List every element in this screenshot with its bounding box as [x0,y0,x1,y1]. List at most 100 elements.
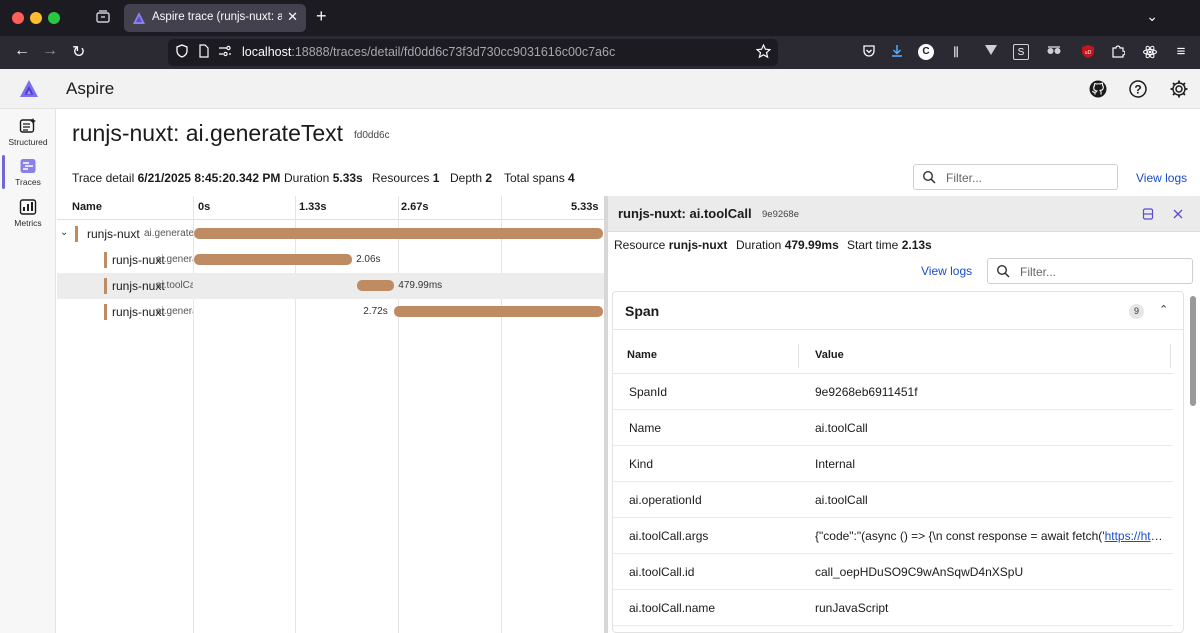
sidebar-item-metrics[interactable]: Metrics [0,194,56,234]
property-row[interactable]: Name ai.toolCall [613,410,1173,446]
properties-table-header: Name Value [613,338,1173,374]
bookmark-star-icon[interactable] [756,44,771,59]
extension-v-icon[interactable] [983,44,999,60]
window-minimize-button[interactable] [30,12,42,24]
resource-value: runjs-nuxt [668,238,728,252]
span-duration-label: Duration [736,238,782,252]
help-icon[interactable]: ? [1128,79,1148,99]
span-duration-label: 479.99ms [398,280,443,291]
total-spans-summary: Total spans 4 [504,171,575,185]
filter-placeholder: Filter... [1020,265,1057,279]
property-value-link[interactable]: https://httpbin.org/ [1104,529,1165,543]
duration-value: 5.33s [332,171,363,185]
span-duration-bar[interactable] [394,306,603,317]
page-info-icon[interactable] [198,44,210,58]
metrics-icon [19,199,37,215]
collapse-chevron-icon[interactable]: ⌃ [1159,304,1169,316]
scrollbar-thumb[interactable] [1190,296,1196,406]
download-icon[interactable] [889,44,905,60]
span-detail-title: runjs-nuxt: ai.toolCall [618,206,752,221]
span-row[interactable]: ⌄ runjs-nuxt ai.generateText [57,221,605,247]
view-logs-link[interactable]: View logs [1136,171,1188,185]
span-section-header[interactable]: Span 9 ⌃ [613,292,1183,330]
expand-chevron-icon[interactable]: ⌄ [60,227,69,238]
react-devtools-icon[interactable] [1142,44,1158,60]
span-duration-label: 2.06s [356,254,381,265]
forward-arrow-icon[interactable]: → [42,42,58,59]
property-row[interactable]: ai.operationId ai.toolCall [613,482,1173,518]
span-duration-bar[interactable] [357,280,395,291]
span-service-name: runjs-nuxt [87,227,140,241]
span-operation-name: ai.toolCall [156,280,193,291]
column-separator [1170,344,1171,368]
aspire-logo-icon[interactable] [19,79,39,99]
property-value: call_oepHDuSO9C9wAnSqwD4nXSpU [815,565,1024,579]
resource-color-indicator [104,252,107,268]
property-name: SpanId [629,385,668,399]
tick-label: 1.33s [299,201,327,213]
toggle-layout-icon[interactable] [1142,208,1154,220]
structured-logs-icon [19,118,36,133]
close-icon[interactable] [1172,208,1184,220]
span-duration-bar[interactable] [194,254,353,265]
reload-icon[interactable]: ↻ [72,44,86,61]
extension-bars-icon[interactable]: ⫼ [953,45,959,59]
menu-hamburger-icon[interactable]: ≡ [1176,43,1186,60]
tab-list-chevron-icon[interactable]: ⌄ [1146,8,1158,24]
new-tab-icon[interactable]: + [316,6,327,26]
property-count-badge: 9 [1129,304,1144,319]
span-service-name: runjs-nuxt [112,253,165,267]
property-name: ai.toolCall.name [629,601,716,615]
sidebar-item-traces[interactable]: Traces [0,153,56,193]
panel-splitter[interactable] [604,196,608,633]
trace-filter-input[interactable]: Filter... [913,164,1118,190]
property-row[interactable]: SpanId 9e9268eb6911451f [613,374,1173,410]
page-title: runjs-nuxt: ai.generateText [72,120,344,146]
app-name[interactable]: Aspire [66,79,115,98]
url-text: localhost:18888/traces/detail/fd0dd6c73f… [242,45,615,59]
active-browser-tab[interactable]: Aspire trace (runjs-nuxt: ai.generateTex… [124,4,306,32]
sidebar-item-structured[interactable]: Structured [0,113,56,153]
address-bar[interactable]: localhost:18888/traces/detail/fd0dd6c73f… [168,39,778,66]
trace-detail-value: 6/21/2025 8:45:20.342 PM [137,171,281,185]
window-close-button[interactable] [12,12,24,24]
extensions-puzzle-icon[interactable] [1110,44,1126,60]
span-duration-bar[interactable] [194,228,603,239]
property-row[interactable]: ai.toolCall.args {"code":"(async () => {\… [613,518,1173,554]
extension-s-icon[interactable]: S [1013,44,1029,60]
tab-overview-icon[interactable] [94,9,112,27]
property-value: runJavaScript [815,601,889,615]
github-icon[interactable] [1088,79,1108,99]
total-spans-label: Total spans [504,171,565,185]
tick-label: 0s [198,201,211,213]
span-filter-input[interactable]: Filter... [987,258,1193,284]
extension-c-icon[interactable]: C [918,44,934,60]
extension-glasses-icon[interactable] [1046,44,1062,60]
property-row[interactable]: Kind Internal [613,446,1173,482]
span-service-name: runjs-nuxt [112,305,165,319]
search-icon [922,170,936,184]
property-value: ai.toolCall [815,493,868,507]
span-view-logs-link[interactable]: View logs [921,264,973,278]
start-time-meta: Start time 2.13s [847,238,932,252]
name-column-header[interactable]: Name [72,201,102,213]
window-maximize-button[interactable] [48,12,60,24]
property-row[interactable]: ai.toolCall.id call_oepHDuSO9C9wAnSqwD4nX… [613,554,1173,590]
span-id-badge: 9e9268e [762,209,799,220]
permissions-icon[interactable] [218,44,232,58]
settings-gear-icon[interactable] [1169,79,1189,99]
property-name: Kind [629,457,654,471]
property-row[interactable]: ai.toolCall.name runJavaScript [613,590,1173,626]
back-arrow-icon[interactable]: ← [14,42,30,59]
pocket-icon[interactable] [861,44,877,60]
span-duration-value: 479.99ms [784,238,839,252]
duration-summary: Duration 5.33s [284,171,363,185]
start-time-label: Start time [847,238,899,252]
ublock-icon[interactable]: uD [1080,44,1096,60]
property-value: ai.toolCall [815,421,868,435]
shield-icon[interactable] [175,44,189,58]
tab-close-icon[interactable]: ✕ [287,9,298,24]
